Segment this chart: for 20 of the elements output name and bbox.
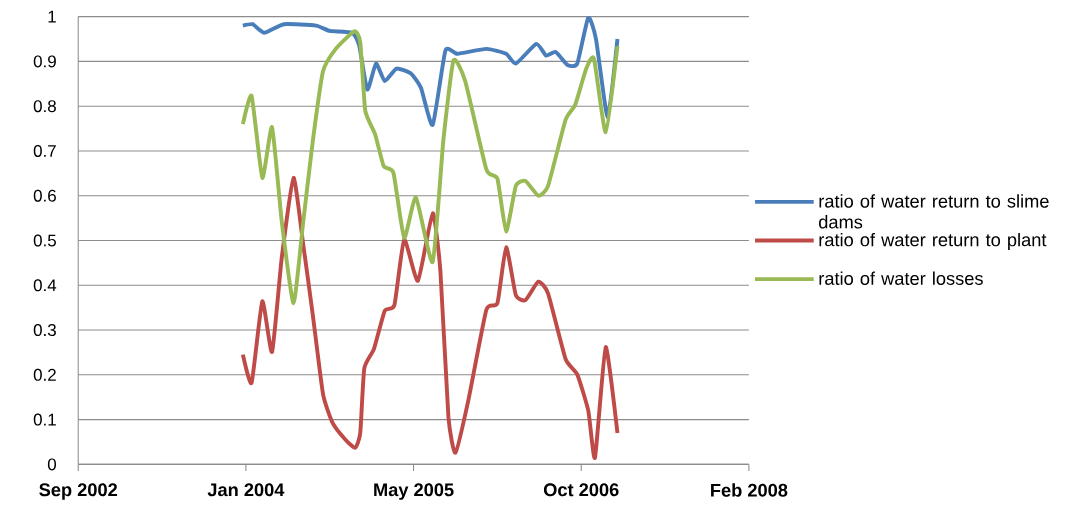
y-tick-label: 1 [48, 10, 56, 23]
y-tick-label: 0.6 [33, 189, 56, 202]
y-tick-label: 0.3 [33, 323, 56, 336]
line-series [240, 29, 620, 306]
line-series [240, 175, 620, 460]
y-tick-label: 0.8 [33, 100, 56, 113]
legend-label: ratio of water return to plant [819, 232, 1047, 250]
y-tick-label: 0.2 [33, 368, 56, 381]
x-tick-label: May 2005 [374, 483, 454, 500]
x-tick-label: Jan 2004 [207, 483, 285, 497]
y-tick-label: 0.5 [33, 234, 56, 247]
x-tick-label: Oct 2006 [543, 483, 619, 497]
y-tick-label: 0.7 [33, 144, 56, 157]
x-tick-label: Feb 2008 [711, 483, 788, 497]
y-tick-label: 0 [47, 458, 57, 471]
y-tick-label: 0.4 [33, 279, 57, 292]
y-tick-label: 0.1 [33, 413, 56, 426]
legend-label: ratio of water losses [819, 271, 983, 285]
y-tick-label: 0.9 [33, 55, 56, 68]
x-tick-label: Sep 2002 [39, 483, 118, 500]
